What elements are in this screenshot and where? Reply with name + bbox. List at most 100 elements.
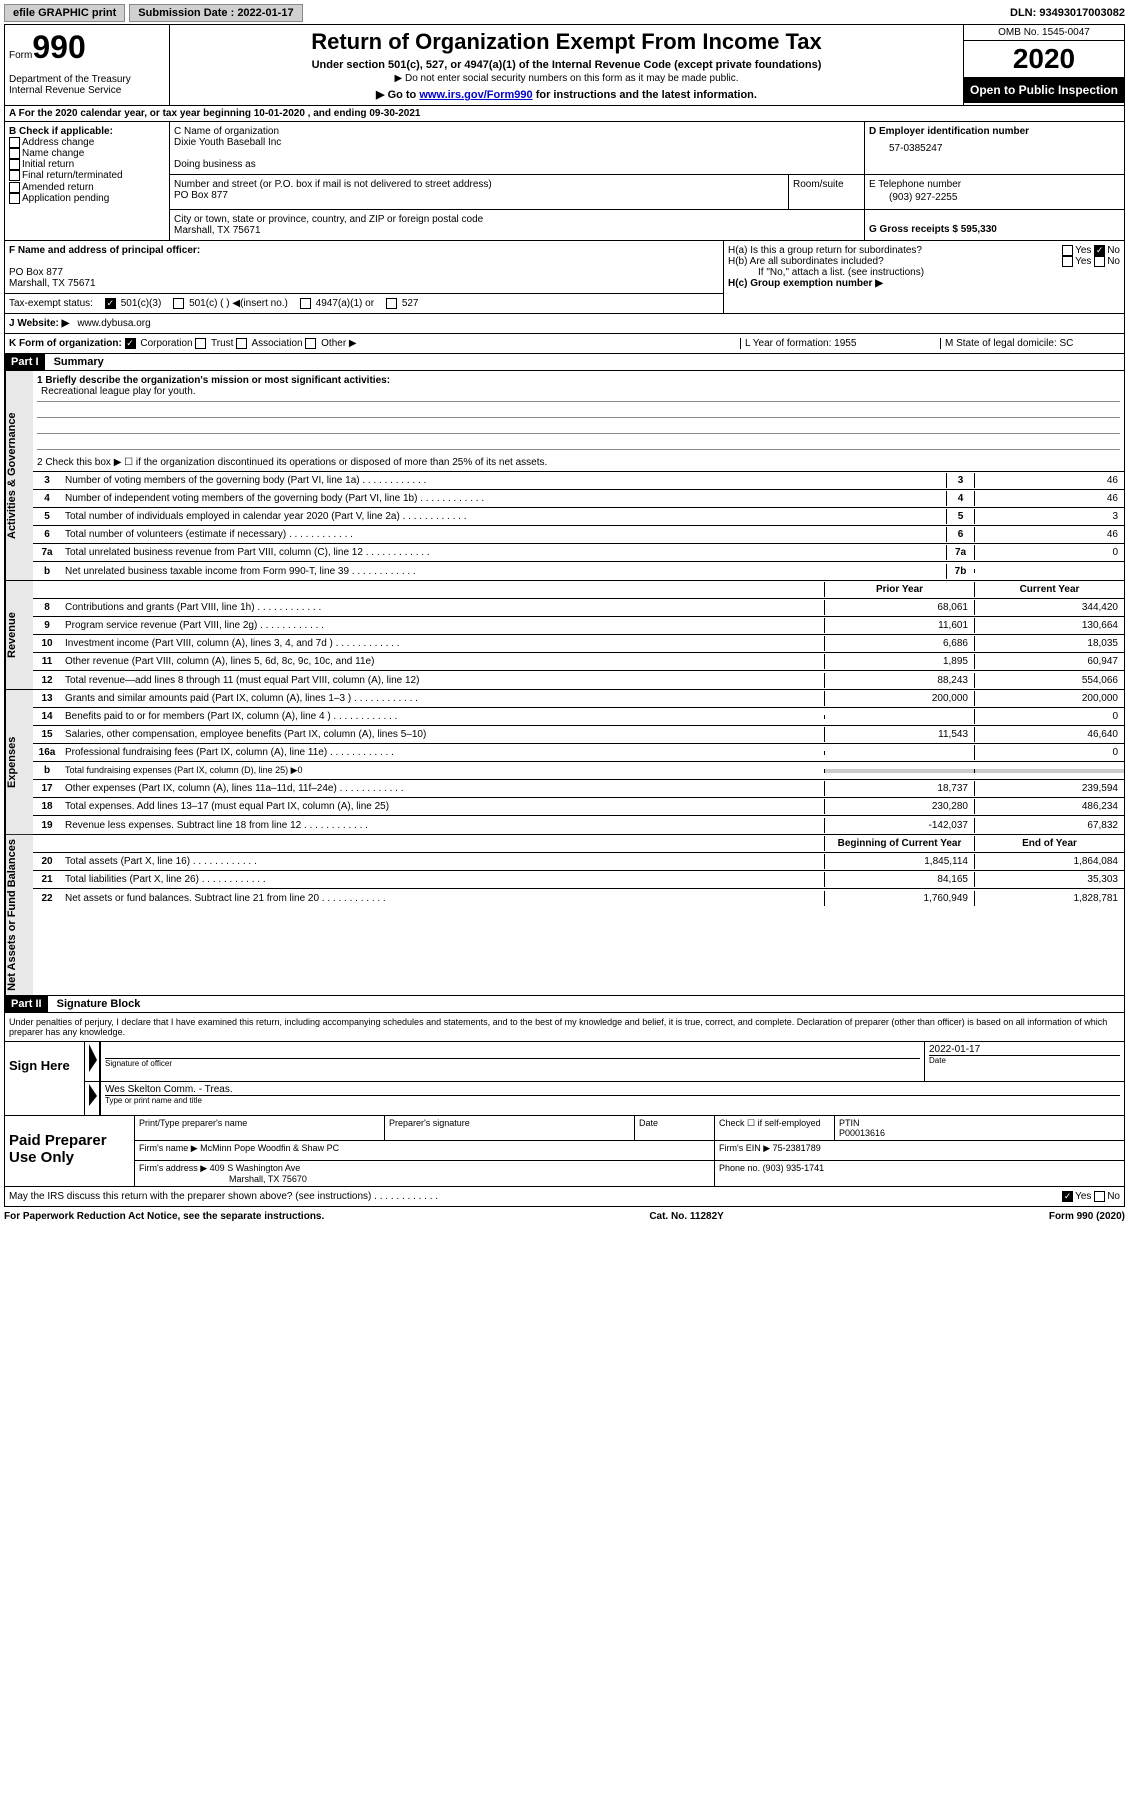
officer-addr1: PO Box 877 [9,267,719,278]
ha-no[interactable]: ✓ [1094,245,1105,256]
val-7a: 0 [974,545,1124,560]
checkbox-initial[interactable] [9,159,20,170]
checkbox-501c[interactable] [173,298,184,309]
line-16b: Total fundraising expenses (Part IX, col… [61,763,824,778]
prep-name-h: Print/Type preparer's name [135,1116,385,1140]
ein-label: D Employer identification number [869,126,1120,137]
mission-text: Recreational league play for youth. [37,386,1120,402]
tax-status-label: Tax-exempt status: [9,298,93,309]
firm-ein: 75-2381789 [773,1143,821,1153]
val-3: 46 [974,473,1124,488]
checkbox-address[interactable] [9,137,20,148]
korg-corp[interactable]: ✓ [125,338,136,349]
line-10: Investment income (Part VIII, column (A)… [61,636,824,651]
phone-value: (903) 927-2255 [869,190,1120,205]
state-domicile: M State of legal domicile: SC [940,338,1120,349]
subtitle2: ▶ Do not enter social security numbers o… [174,73,959,84]
line-15: Salaries, other compensation, employee b… [61,727,824,742]
line-4: Number of independent voting members of … [61,491,946,506]
subtitle: Under section 501(c), 527, or 4947(a)(1)… [174,59,959,71]
side-revenue: Revenue [5,581,33,689]
side-activities: Activities & Governance [5,371,33,580]
arrow-icon [85,1042,101,1078]
line-7a: Total unrelated business revenue from Pa… [61,545,946,560]
gross-receipts: G Gross receipts $ 595,330 [869,214,1120,235]
line-5: Total number of individuals employed in … [61,509,946,524]
korg-label: K Form of organization: [9,338,122,349]
officer-name-label: Type or print name and title [105,1095,1120,1105]
year-formation: L Year of formation: 1955 [740,338,940,349]
sign-here: Sign Here [5,1042,85,1115]
val-5: 3 [974,509,1124,524]
sig-officer-label: Signature of officer [105,1058,920,1068]
discuss-question: May the IRS discuss this return with the… [9,1191,438,1202]
ha-label: H(a) Is this a group return for subordin… [728,245,948,256]
sig-intro: Under penalties of perjury, I declare th… [5,1013,1124,1041]
line-13: Grants and similar amounts paid (Part IX… [61,691,824,706]
ha-yes[interactable] [1062,245,1073,256]
officer-addr2: Marshall, TX 75671 [9,278,719,289]
sig-date: 2022-01-17 [929,1044,1120,1055]
line-14: Benefits paid to or for members (Part IX… [61,709,824,724]
sig-date-label: Date [929,1055,1120,1065]
line-18: Total expenses. Add lines 13–17 (must eq… [61,799,824,814]
irs-link[interactable]: www.irs.gov/Form990 [419,89,532,101]
checkbox-4947[interactable] [300,298,311,309]
checkbox-pending[interactable] [9,193,20,204]
prep-self-h: Check ☐ if self-employed [715,1116,835,1140]
korg-other[interactable] [305,338,316,349]
line-3: Number of voting members of the governin… [61,473,946,488]
checkbox-501c3[interactable]: ✓ [105,298,116,309]
line-22: Net assets or fund balances. Subtract li… [61,891,824,906]
checkbox-final[interactable] [9,170,20,181]
prep-sig-h: Preparer's signature [385,1116,635,1140]
goto-line: ▶ Go to www.irs.gov/Form990 for instruct… [174,88,959,101]
line-9: Program service revenue (Part VIII, line… [61,618,824,633]
omb-number: OMB No. 1545-0047 [964,25,1124,41]
discuss-no[interactable] [1094,1191,1105,1202]
officer-label: F Name and address of principal officer: [9,245,719,256]
website-label: J Website: ▶ [9,318,69,329]
discuss-yes[interactable]: ✓ [1062,1191,1073,1202]
line-2: 2 Check this box ▶ ☐ if the organization… [33,455,1124,470]
hb-label: H(b) Are all subordinates included? [728,256,948,267]
hb-yes[interactable] [1062,256,1073,267]
hb-note: If "No," attach a list. (see instruction… [728,267,1120,278]
row-a-period: A For the 2020 calendar year, or tax yea… [4,106,1125,122]
form-word: Form [9,50,32,61]
part1-header: Part I [5,354,45,370]
korg-trust[interactable] [195,338,206,349]
beg-year-head: Beginning of Current Year [824,836,974,851]
checkbox-name[interactable] [9,148,20,159]
footer-left: For Paperwork Reduction Act Notice, see … [4,1211,324,1222]
city-value: Marshall, TX 75671 [174,225,868,236]
officer-name: Wes Skelton Comm. - Treas. [105,1084,1120,1095]
phone-label: E Telephone number [869,179,1120,190]
form-number: 990 [32,29,85,66]
hc-label: H(c) Group exemption number ▶ [728,278,1120,289]
line-8: Contributions and grants (Part VIII, lin… [61,600,824,615]
tax-year: 2020 [964,41,1124,77]
part2-header: Part II [5,996,48,1012]
firm-phone: (903) 935-1741 [763,1163,825,1173]
top-bar: efile GRAPHIC print Submission Date : 20… [4,4,1125,22]
ein-value: 57-0385247 [869,137,1120,160]
checkbox-527[interactable] [386,298,397,309]
efile-btn[interactable]: efile GRAPHIC print [4,4,125,22]
korg-assoc[interactable] [236,338,247,349]
street-label: Number and street (or P.O. box if mail i… [174,179,792,190]
line-20: Total assets (Part X, line 16) [61,854,824,869]
street-value: PO Box 877 [174,190,792,201]
val-7b [974,569,1124,573]
footer-mid: Cat. No. 11282Y [649,1211,723,1222]
hb-no[interactable] [1094,256,1105,267]
checkbox-amended[interactable] [9,182,20,193]
line-16a: Professional fundraising fees (Part IX, … [61,745,824,760]
firm-addr1: 409 S Washington Ave [210,1163,301,1173]
part2-title: Signature Block [51,996,147,1012]
mission-label: 1 Briefly describe the organization's mi… [37,375,1120,386]
line-6: Total number of volunteers (estimate if … [61,527,946,542]
paid-preparer: Paid Preparer Use Only [5,1116,135,1186]
org-name: Dixie Youth Baseball Inc [174,137,868,148]
firm-addr2: Marshall, TX 75670 [229,1174,307,1184]
